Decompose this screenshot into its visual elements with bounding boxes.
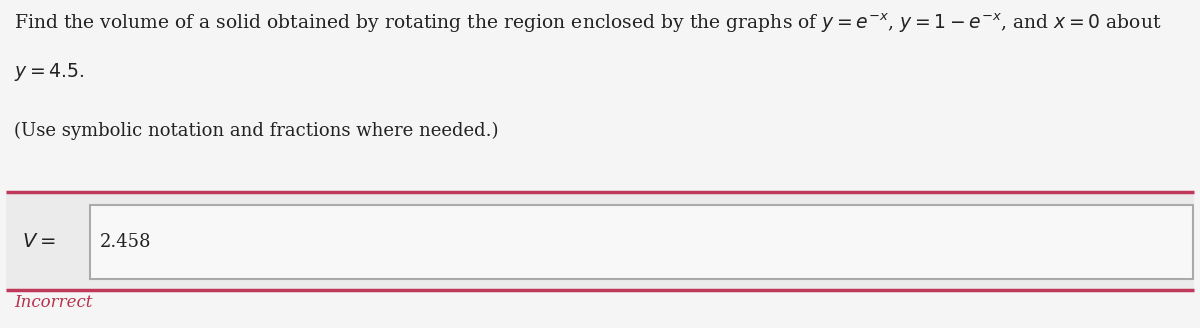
Text: Find the volume of a solid obtained by rotating the region enclosed by the graph: Find the volume of a solid obtained by r… [14,11,1162,35]
Text: $V =$: $V =$ [22,233,55,251]
Text: Incorrect: Incorrect [14,294,92,311]
Text: (Use symbolic notation and fractions where needed.): (Use symbolic notation and fractions whe… [14,121,499,140]
Text: $y = 4.5$.: $y = 4.5$. [14,61,85,83]
Text: 2.458: 2.458 [100,233,151,251]
